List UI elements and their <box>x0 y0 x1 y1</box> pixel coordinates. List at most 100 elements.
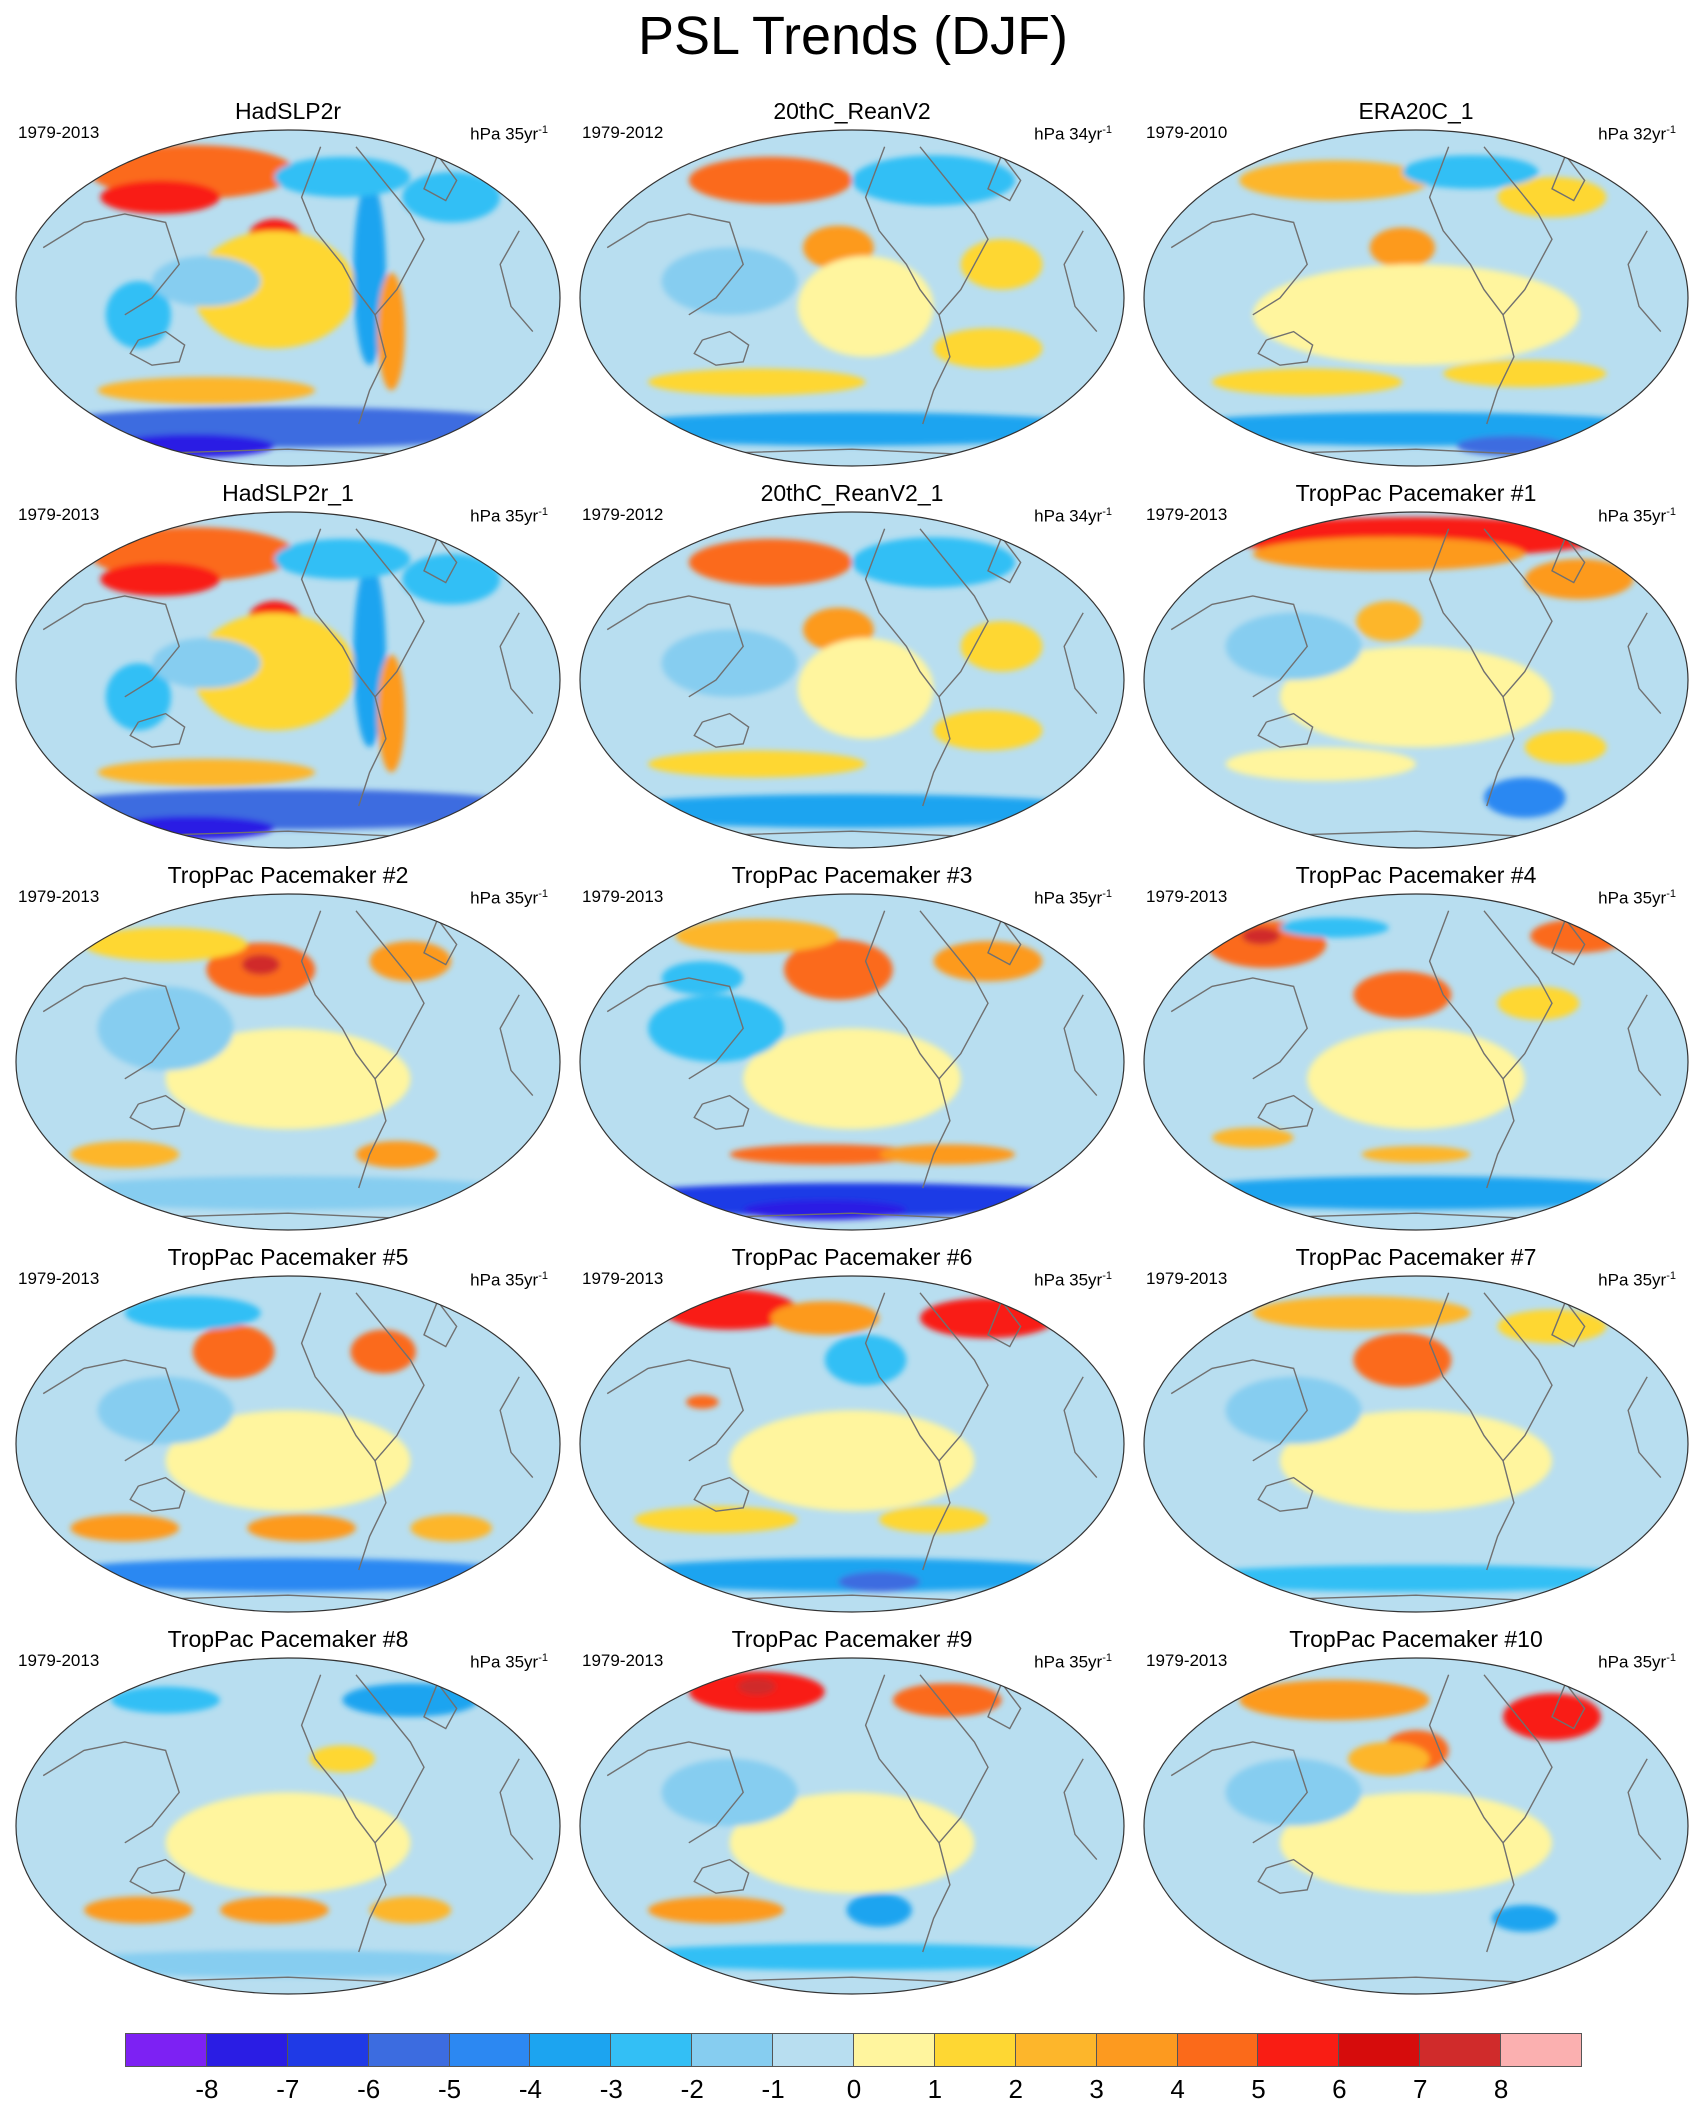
colorbar-tick-label: 8 <box>1493 2074 1509 2104</box>
pressure-fall-region <box>743 1199 907 1220</box>
coastline <box>919 1292 989 1462</box>
pressure-rise-region <box>737 1678 776 1695</box>
coastline <box>919 146 989 316</box>
coastline <box>355 1292 425 1462</box>
coastline <box>1551 1682 1586 1730</box>
pressure-rise-region <box>1239 160 1430 201</box>
pressure-rise-region <box>1252 264 1580 366</box>
pressure-fall-region <box>593 1182 1111 1217</box>
pressure-rise-region <box>70 1140 180 1168</box>
coastline <box>355 146 425 316</box>
coastline <box>1627 1376 1662 1479</box>
pressure-fall-region <box>648 994 784 1062</box>
coastline <box>423 1682 458 1730</box>
map-outline <box>579 893 1125 1231</box>
pressure-rise-region <box>165 1028 411 1130</box>
pressure-rise-region <box>770 1301 880 1335</box>
pressure-rise-region <box>247 1514 356 1542</box>
colorbar-tick-label: 3 <box>1089 2074 1104 2104</box>
panel-period: 1979-2013 <box>1146 1651 1228 1670</box>
panel-units: hPa 35yr-1 <box>470 1652 548 1672</box>
coastline <box>300 1292 387 1571</box>
panel-units: hPa 35yr-1 <box>470 888 548 908</box>
psl-trend-map <box>15 893 561 1231</box>
coastline <box>499 1758 534 1861</box>
pressure-rise-region <box>648 368 866 396</box>
pressure-fall-region <box>353 562 386 748</box>
psl-trend-map <box>579 1657 1125 1995</box>
coastline <box>423 1300 458 1348</box>
panel-title: TropPac Pacemaker #10 <box>1289 1626 1543 1652</box>
panel-title: TropPac Pacemaker #3 <box>731 862 973 888</box>
panel-title: TropPac Pacemaker #5 <box>167 1244 409 1270</box>
pressure-rise-region <box>1212 368 1403 396</box>
map-panel: TropPac Pacemaker #1 1979-2013 hPa 35yr-1 <box>1136 480 1696 860</box>
pressure-fall-region <box>1225 1376 1362 1444</box>
pressure-fall-region <box>1225 612 1362 680</box>
colorbar-tick-label: -5 <box>437 2074 462 2104</box>
pressure-rise-region <box>100 180 220 214</box>
panel-period: 1979-2013 <box>18 505 100 524</box>
panel-title: 20thC_ReanV2_1 <box>760 480 944 506</box>
coastline <box>129 1858 186 1894</box>
coastline <box>42 213 180 316</box>
pressure-fall-region <box>43 1950 533 1978</box>
pressure-rise-region <box>1348 1742 1430 1776</box>
psl-trend-map <box>15 1275 561 1613</box>
pressure-fall-region <box>97 1376 234 1444</box>
colorbar-box <box>367 2033 450 2067</box>
panel-title: TropPac Pacemaker #4 <box>1295 862 1537 888</box>
map-outline <box>1143 1657 1689 1995</box>
pressure-fall-region <box>1157 412 1675 446</box>
coastline <box>1257 1094 1314 1130</box>
colorbar <box>125 2033 1583 2067</box>
coastline <box>693 330 750 366</box>
colorbar-tick-label: -2 <box>680 2074 704 2104</box>
panel-title: 20thC_ReanV2 <box>773 98 931 124</box>
coastline <box>129 1476 186 1512</box>
panel-title: HadSLP2r <box>234 98 342 124</box>
coastline <box>1063 1376 1098 1479</box>
map-panel: TropPac Pacemaker #9 1979-2013 hPa 35yr-1 <box>572 1626 1132 2006</box>
coastline <box>42 1359 180 1462</box>
colorbar-tick-label: -1 <box>761 2074 785 2104</box>
colorbar-tick-label: 6 <box>1332 2074 1347 2104</box>
pressure-fall-region <box>43 1558 533 1592</box>
pressure-rise-region <box>1497 1309 1607 1344</box>
map-panel: TropPac Pacemaker #10 1979-2013 hPa 35yr-1 <box>1136 1626 1696 2006</box>
coastline <box>606 595 744 698</box>
panel-period: 1979-2010 <box>1146 123 1228 142</box>
panel-period: 1979-2013 <box>1146 505 1228 524</box>
pressure-rise-region <box>1252 1296 1471 1330</box>
pressure-fall-region <box>111 1686 220 1714</box>
map-panel: 20thC_ReanV2 1979-2012 hPa 34yr-1 <box>572 98 1132 478</box>
panel-units: hPa 35yr-1 <box>470 124 548 144</box>
coastline <box>1483 910 1553 1080</box>
colorbar-box <box>772 2033 855 2067</box>
pressure-rise-region <box>960 239 1043 290</box>
colorbar-tick-label: -8 <box>195 2074 219 2104</box>
pressure-rise-region <box>729 1410 975 1512</box>
map-panel: 20thC_ReanV2_1 1979-2012 hPa 34yr-1 <box>572 480 1132 860</box>
pressure-fall-region <box>607 1943 1097 1971</box>
coastline <box>864 528 951 807</box>
panel-period: 1979-2013 <box>582 1269 664 1288</box>
coastline <box>1428 146 1515 425</box>
coastline <box>42 1741 180 1844</box>
colorbar-box <box>125 2033 207 2067</box>
panel-period: 1979-2013 <box>582 887 664 906</box>
pressure-rise-region <box>879 1506 988 1534</box>
panel-units: hPa 34yr-1 <box>1034 506 1112 526</box>
pressure-rise-region <box>97 376 316 404</box>
pressure-fall-region <box>105 281 172 349</box>
map-panel: HadSLP2r 1979-2013 hPa 35yr-1 <box>8 98 568 478</box>
psl-trend-map <box>1143 1275 1689 1613</box>
map-panel: TropPac Pacemaker #3 1979-2013 hPa 35yr-1 <box>572 862 1132 1242</box>
panel-period: 1979-2013 <box>1146 887 1228 906</box>
colorbar-tick-label: 1 <box>927 2074 943 2104</box>
colorbar-box <box>1257 2033 1340 2067</box>
panel-title: TropPac Pacemaker #7 <box>1295 1244 1537 1270</box>
pressure-rise-region <box>1225 747 1416 781</box>
colorbar-tick-label: 7 <box>1412 2074 1428 2104</box>
panel-period: 1979-2013 <box>18 123 100 142</box>
